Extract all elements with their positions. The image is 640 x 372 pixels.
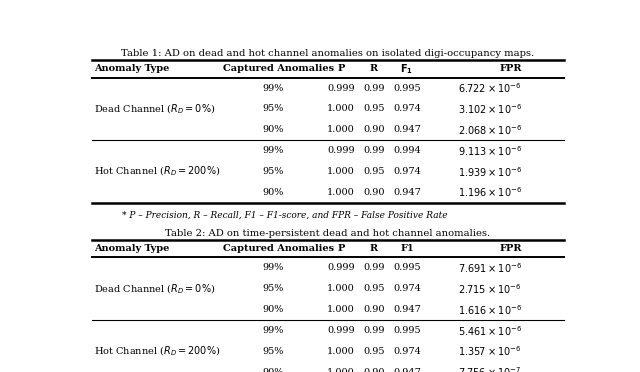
Text: Captured Anomalies: Captured Anomalies: [223, 64, 335, 74]
Text: 0.99: 0.99: [363, 146, 385, 155]
Text: P: P: [337, 64, 345, 74]
Text: $2.068 \times 10^{-6}$: $2.068 \times 10^{-6}$: [458, 123, 522, 137]
Text: 1.000: 1.000: [327, 125, 355, 134]
Text: 99%: 99%: [262, 84, 284, 93]
Text: 0.974: 0.974: [393, 105, 421, 113]
Text: 0.999: 0.999: [327, 263, 355, 272]
Text: 99%: 99%: [262, 263, 284, 272]
Text: R: R: [370, 64, 378, 74]
Text: Hot Channel ($R_D = 200\%$): Hot Channel ($R_D = 200\%$): [94, 345, 221, 358]
Text: $1.357 \times 10^{-6}$: $1.357 \times 10^{-6}$: [458, 345, 522, 359]
Text: Table 1: AD on dead and hot channel anomalies on isolated digi-occupancy maps.: Table 1: AD on dead and hot channel anom…: [122, 49, 534, 58]
Text: 0.999: 0.999: [327, 146, 355, 155]
Text: 0.90: 0.90: [363, 368, 385, 372]
Text: 0.95: 0.95: [363, 167, 385, 176]
Text: R: R: [370, 244, 378, 253]
Text: 1.000: 1.000: [327, 284, 355, 294]
Text: FPR: FPR: [499, 64, 522, 74]
Text: 1.000: 1.000: [327, 347, 355, 356]
Text: Captured Anomalies: Captured Anomalies: [223, 244, 335, 253]
Text: 0.99: 0.99: [363, 326, 385, 335]
Text: $7.756 \times 10^{-7}$: $7.756 \times 10^{-7}$: [458, 366, 522, 372]
Text: 1.000: 1.000: [327, 305, 355, 314]
Text: Hot Channel ($R_D = 200\%$): Hot Channel ($R_D = 200\%$): [94, 165, 221, 179]
Text: 1.000: 1.000: [327, 188, 355, 197]
Text: 1.000: 1.000: [327, 368, 355, 372]
Text: $7.691 \times 10^{-6}$: $7.691 \times 10^{-6}$: [458, 261, 522, 275]
Text: Anomaly Type: Anomaly Type: [94, 64, 169, 74]
Text: 0.95: 0.95: [363, 105, 385, 113]
Text: 0.974: 0.974: [393, 347, 421, 356]
Text: 95%: 95%: [262, 347, 284, 356]
Text: 1.000: 1.000: [327, 167, 355, 176]
Text: Anomaly Type: Anomaly Type: [94, 244, 169, 253]
Text: 0.994: 0.994: [393, 146, 421, 155]
Text: 90%: 90%: [262, 368, 284, 372]
Text: * P – Precision, R – Recall, F1 – F1-score, and FPR – False Positive Rate: * P – Precision, R – Recall, F1 – F1-sco…: [122, 210, 448, 219]
Text: 95%: 95%: [262, 284, 284, 294]
Text: 0.99: 0.99: [363, 84, 385, 93]
Text: 99%: 99%: [262, 146, 284, 155]
Text: Dead Channel ($R_D = 0\%$): Dead Channel ($R_D = 0\%$): [94, 282, 216, 296]
Text: 90%: 90%: [262, 125, 284, 134]
Text: 1.000: 1.000: [327, 105, 355, 113]
Text: $6.722 \times 10^{-6}$: $6.722 \times 10^{-6}$: [458, 81, 522, 95]
Text: Table 2: AD on time-persistent dead and hot channel anomalies.: Table 2: AD on time-persistent dead and …: [165, 229, 491, 238]
Text: 0.947: 0.947: [393, 305, 421, 314]
Text: $\mathbf{F_1}$: $\mathbf{F_1}$: [401, 62, 413, 76]
Text: 0.947: 0.947: [393, 368, 421, 372]
Text: 0.995: 0.995: [393, 326, 420, 335]
Text: 0.90: 0.90: [363, 305, 385, 314]
Text: 90%: 90%: [262, 188, 284, 197]
Text: $9.113 \times 10^{-6}$: $9.113 \times 10^{-6}$: [458, 144, 522, 158]
Text: $1.939 \times 10^{-6}$: $1.939 \times 10^{-6}$: [458, 165, 522, 179]
Text: 0.947: 0.947: [393, 125, 421, 134]
Text: $2.715 \times 10^{-6}$: $2.715 \times 10^{-6}$: [458, 282, 522, 296]
Text: 95%: 95%: [262, 167, 284, 176]
Text: $3.102 \times 10^{-6}$: $3.102 \times 10^{-6}$: [458, 102, 522, 116]
Text: $1.196 \times 10^{-6}$: $1.196 \times 10^{-6}$: [458, 186, 522, 199]
Text: 90%: 90%: [262, 305, 284, 314]
Text: 0.974: 0.974: [393, 167, 421, 176]
Text: 0.99: 0.99: [363, 263, 385, 272]
Text: FPR: FPR: [499, 244, 522, 253]
Text: 0.90: 0.90: [363, 125, 385, 134]
Text: 0.95: 0.95: [363, 284, 385, 294]
Text: 0.999: 0.999: [327, 84, 355, 93]
Text: 0.995: 0.995: [393, 263, 420, 272]
Text: 0.999: 0.999: [327, 326, 355, 335]
Text: 0.95: 0.95: [363, 347, 385, 356]
Text: Dead Channel ($R_D = 0\%$): Dead Channel ($R_D = 0\%$): [94, 102, 216, 116]
Text: 95%: 95%: [262, 105, 284, 113]
Text: 0.995: 0.995: [393, 84, 420, 93]
Text: $1.616 \times 10^{-6}$: $1.616 \times 10^{-6}$: [458, 303, 522, 317]
Text: 0.947: 0.947: [393, 188, 421, 197]
Text: 99%: 99%: [262, 326, 284, 335]
Text: F1: F1: [400, 244, 413, 253]
Text: P: P: [337, 244, 345, 253]
Text: 0.90: 0.90: [363, 188, 385, 197]
Text: $5.461 \times 10^{-6}$: $5.461 \times 10^{-6}$: [458, 324, 522, 337]
Text: 0.974: 0.974: [393, 284, 421, 294]
